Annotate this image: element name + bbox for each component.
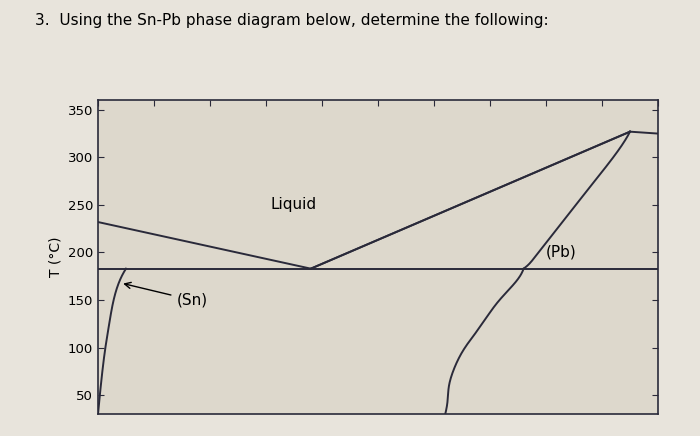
Text: 3.  Using the Sn-Pb phase diagram below, determine the following:: 3. Using the Sn-Pb phase diagram below, … — [35, 13, 549, 28]
Text: (Sn): (Sn) — [125, 283, 207, 307]
Y-axis label: T (°C): T (°C) — [48, 237, 62, 277]
Text: (Pb): (Pb) — [546, 245, 577, 260]
Text: Liquid: Liquid — [271, 198, 317, 212]
